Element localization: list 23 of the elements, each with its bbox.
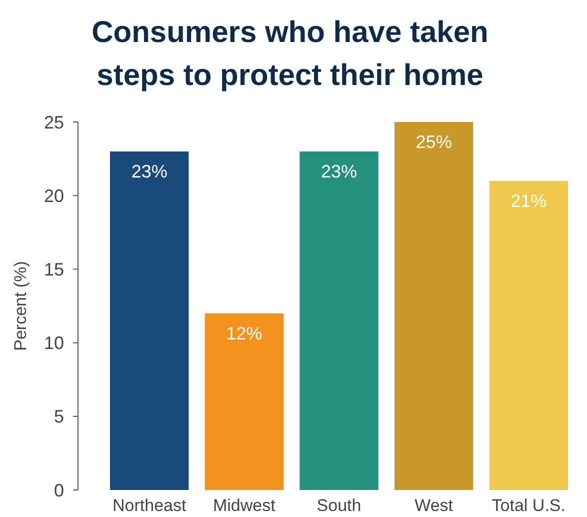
x-tick-label: Total U.S.: [492, 496, 566, 515]
data-label: 23%: [320, 161, 358, 182]
y-axis-title: Percent (%): [11, 261, 30, 351]
data-label: 21%: [510, 190, 547, 211]
bar: [394, 122, 474, 490]
y-tick-label: 15: [44, 260, 64, 280]
chart-title: Consumers who have taken steps to protect their home: [92, 16, 488, 92]
x-tick-label: South: [316, 496, 362, 515]
x-tick-label: Northeast: [112, 496, 186, 515]
data-label: 12%: [226, 323, 262, 344]
y-tick-label: 20: [44, 186, 64, 206]
bar: [110, 151, 189, 490]
bar: [204, 313, 284, 490]
y-tick-label: 0: [54, 480, 64, 500]
y-tick-label: 10: [44, 333, 64, 354]
data-label: 23%: [131, 161, 168, 182]
bar: [300, 151, 378, 490]
data-label: 25%: [416, 132, 452, 152]
x-tick-label: West: [414, 496, 454, 515]
y-tick-label: 25: [44, 112, 64, 132]
bar: [489, 180, 568, 490]
y-tick-label: 5: [54, 406, 64, 427]
x-tick-label: Midwest: [212, 496, 276, 515]
